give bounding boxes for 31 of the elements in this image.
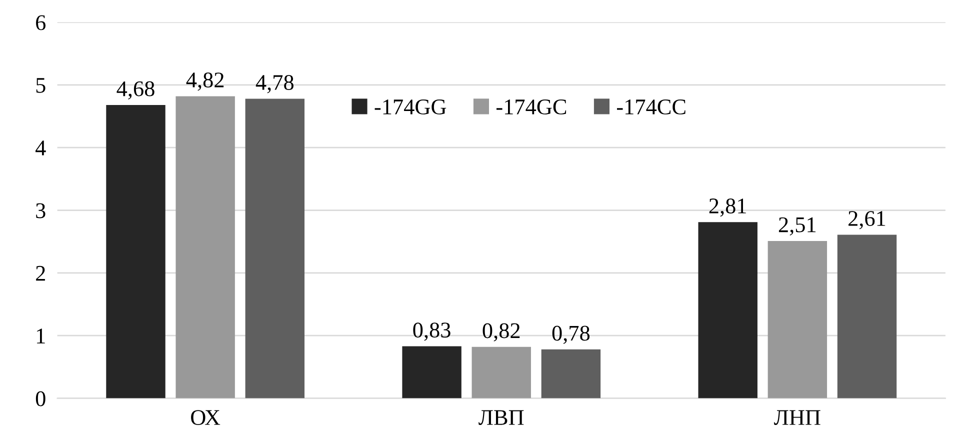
y-tick-label: 6 [36, 15, 46, 30]
data-label: 4,68 [116, 81, 154, 100]
y-tick-label: 2 [36, 266, 45, 281]
data-label: 2,81 [709, 198, 746, 217]
bar [106, 104, 166, 398]
legend-label: -174GG [374, 99, 446, 114]
data-label: 4,78 [256, 75, 294, 94]
y-tick-label: 3 [36, 203, 46, 218]
y-tick-label: 4 [36, 140, 46, 156]
data-label: 2,51 [778, 217, 816, 236]
data-label: 0,82 [482, 323, 520, 342]
bar [541, 349, 601, 398]
x-tick-label: ЛНП [774, 410, 820, 426]
x-tick-label: ЛВП [478, 410, 524, 426]
x-tick-label: ОХ [191, 410, 220, 426]
bar [176, 96, 235, 398]
data-label: 2,61 [848, 211, 886, 230]
bar [472, 346, 531, 398]
y-tick-label: 0 [36, 391, 46, 406]
bar [768, 240, 828, 398]
legend-label: -174CC [616, 99, 686, 114]
bar [698, 222, 758, 398]
y-tick-label: 5 [36, 78, 46, 93]
bar [402, 346, 462, 398]
legend-label: -174GC [496, 99, 566, 114]
data-label: 0,83 [413, 322, 450, 341]
bar [245, 98, 304, 398]
y-tick-label: 1 [37, 328, 45, 344]
data-label: 4,82 [186, 72, 224, 91]
data-label: 0,78 [552, 326, 590, 344]
bar [837, 234, 897, 398]
